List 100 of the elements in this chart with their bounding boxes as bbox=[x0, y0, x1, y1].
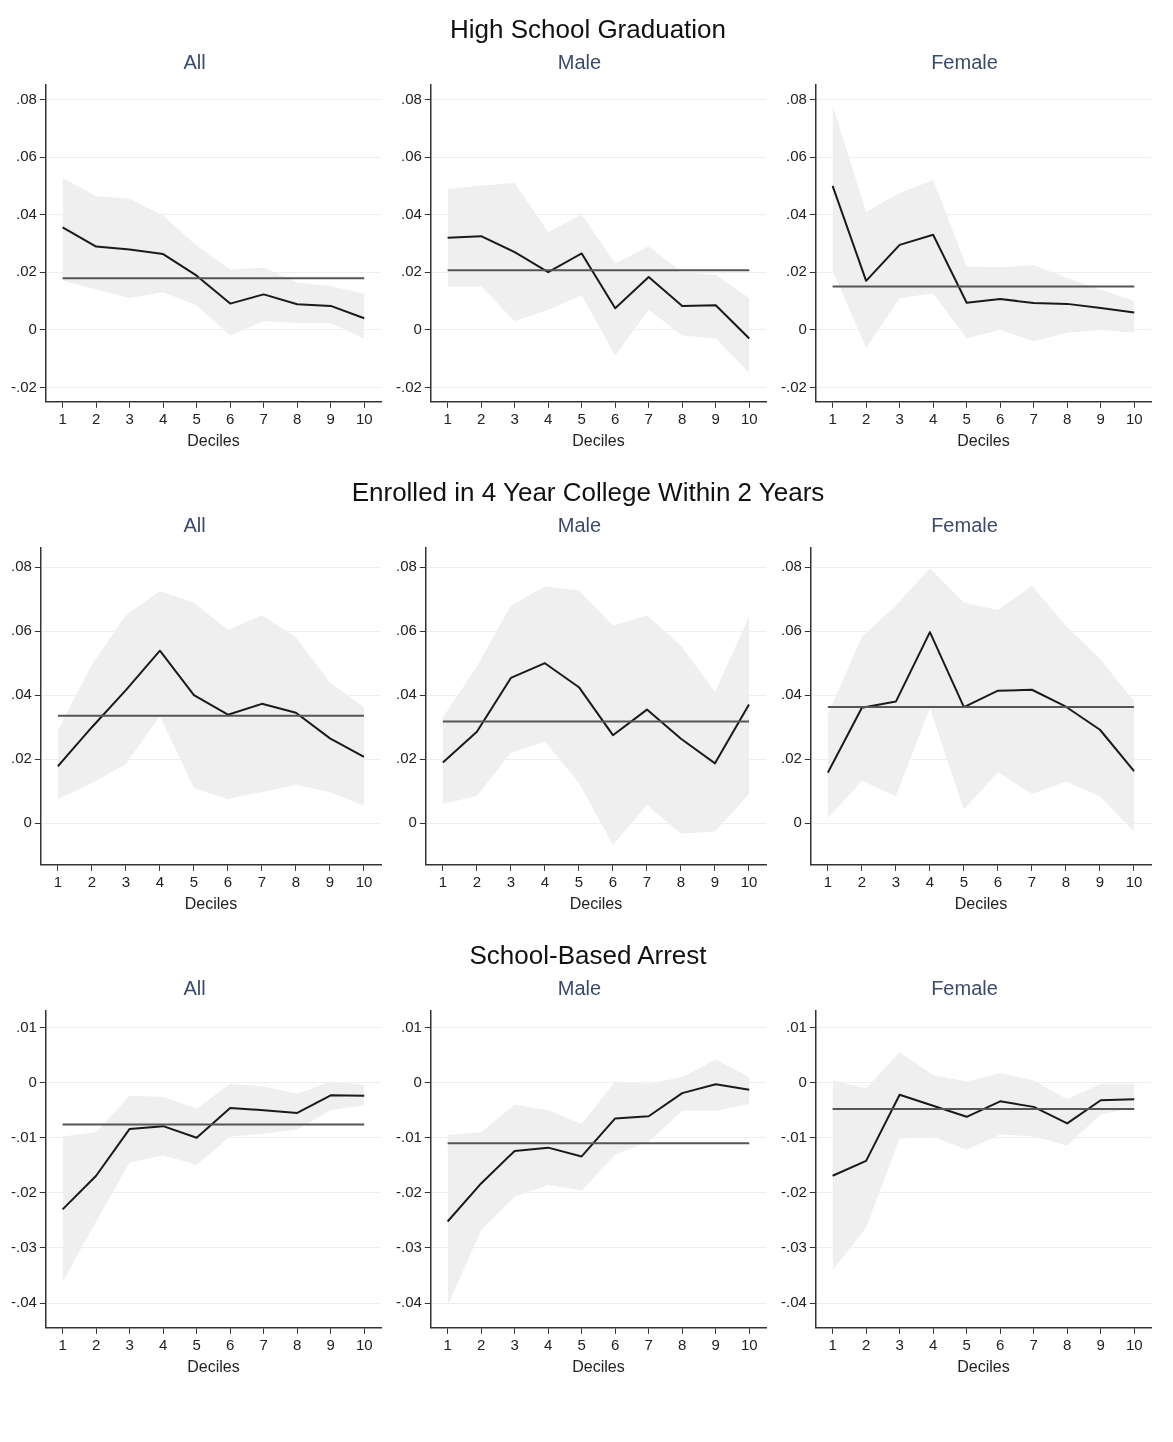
x-tick-label: 4 bbox=[158, 409, 168, 427]
x-tick-label: 5 bbox=[577, 1335, 586, 1353]
y-tick-label: 0 bbox=[413, 319, 422, 337]
y-tick-label: 0 bbox=[793, 813, 802, 831]
x-tick-label: 10 bbox=[355, 409, 373, 427]
x-tick-label: 7 bbox=[642, 872, 652, 890]
y-tick-label: .08 bbox=[10, 557, 32, 575]
x-tick-label: 1 bbox=[443, 1335, 452, 1353]
x-tick-label: 5 bbox=[962, 1335, 971, 1353]
y-tick-label: .08 bbox=[400, 89, 422, 107]
x-tick-label: 8 bbox=[293, 1335, 302, 1353]
y-tick-label: 0 bbox=[23, 813, 32, 831]
x-tick-label: 3 bbox=[895, 1335, 904, 1353]
x-tick-label: 8 bbox=[293, 409, 302, 427]
x-tick-label: 4 bbox=[543, 409, 553, 427]
x-tick-label: 4 bbox=[925, 872, 935, 890]
x-tick-label: 8 bbox=[676, 872, 686, 890]
x-tick-label: 10 bbox=[740, 409, 758, 427]
x-tick-label: 6 bbox=[996, 1335, 1005, 1353]
x-axis-title: Deciles bbox=[572, 431, 625, 449]
y-tick-label: .01 bbox=[785, 1017, 807, 1035]
y-tick-label: .01 bbox=[400, 1017, 422, 1035]
x-tick-label: 9 bbox=[711, 1335, 720, 1353]
x-tick-label: 1 bbox=[828, 409, 837, 427]
x-tick-label: 5 bbox=[577, 409, 586, 427]
x-tick-label: 9 bbox=[1095, 872, 1105, 890]
x-tick-label: 1 bbox=[58, 409, 67, 427]
y-tick-label: .08 bbox=[780, 557, 802, 575]
x-tick-label: 9 bbox=[710, 872, 720, 890]
x-tick-label: 5 bbox=[959, 872, 969, 890]
y-tick-label: -.02 bbox=[395, 1182, 422, 1200]
y-tick-label: .04 bbox=[395, 685, 417, 703]
y-tick-label: 0 bbox=[413, 1072, 422, 1090]
x-tick-label: 7 bbox=[644, 409, 653, 427]
x-tick-label: 10 bbox=[1125, 409, 1143, 427]
y-tick-label: .06 bbox=[785, 147, 807, 165]
x-tick-label: 8 bbox=[1061, 872, 1071, 890]
x-tick-label: 1 bbox=[53, 872, 63, 890]
x-tick-label: 7 bbox=[1027, 872, 1037, 890]
x-tick-label: 6 bbox=[226, 1335, 235, 1353]
y-tick-label: -.04 bbox=[10, 1293, 37, 1311]
x-tick-label: 7 bbox=[259, 1335, 268, 1353]
x-tick-label: 10 bbox=[1125, 872, 1143, 890]
x-tick-label: 3 bbox=[510, 409, 519, 427]
x-tick-label: 9 bbox=[1096, 1335, 1105, 1353]
x-axis-title: Deciles bbox=[954, 894, 1008, 912]
x-tick-label: 5 bbox=[192, 409, 201, 427]
x-tick-label: 2 bbox=[476, 1335, 486, 1353]
y-tick-label: .02 bbox=[785, 262, 807, 280]
y-tick-label: -.04 bbox=[395, 1293, 422, 1311]
x-tick-label: 7 bbox=[644, 1335, 653, 1353]
x-tick-label: 2 bbox=[87, 872, 97, 890]
y-tick-label: .06 bbox=[395, 621, 417, 639]
x-tick-label: 10 bbox=[740, 872, 758, 890]
y-tick-label: .02 bbox=[395, 749, 417, 767]
x-axis-title: Deciles bbox=[957, 1357, 1010, 1375]
y-tick-label: -.02 bbox=[10, 377, 37, 395]
x-tick-label: 1 bbox=[828, 1335, 837, 1353]
x-tick-label: 9 bbox=[711, 409, 720, 427]
x-tick-label: 9 bbox=[325, 872, 335, 890]
x-axis-title: Deciles bbox=[569, 894, 623, 912]
x-tick-label: 3 bbox=[510, 1335, 519, 1353]
y-tick-label: -.03 bbox=[10, 1238, 37, 1256]
x-tick-label: 7 bbox=[1029, 409, 1038, 427]
y-tick-label: .04 bbox=[400, 204, 422, 222]
x-tick-label: 1 bbox=[58, 1335, 67, 1353]
x-tick-label: 2 bbox=[861, 1335, 871, 1353]
x-tick-label: 6 bbox=[223, 872, 233, 890]
x-tick-label: 1 bbox=[443, 409, 452, 427]
x-tick-label: 8 bbox=[1063, 1335, 1072, 1353]
y-tick-label: 0 bbox=[408, 813, 417, 831]
y-tick-label: -.03 bbox=[780, 1238, 807, 1256]
y-tick-label: .06 bbox=[780, 621, 802, 639]
x-tick-label: 6 bbox=[996, 409, 1005, 427]
y-tick-label: 0 bbox=[798, 1072, 807, 1090]
x-tick-label: 2 bbox=[857, 872, 867, 890]
x-tick-label: 4 bbox=[540, 872, 550, 890]
y-tick-label: -.04 bbox=[780, 1293, 807, 1311]
x-tick-label: 6 bbox=[611, 409, 620, 427]
x-tick-label: 5 bbox=[574, 872, 584, 890]
y-tick-label: .02 bbox=[15, 262, 37, 280]
chart-title: All bbox=[183, 513, 206, 536]
chart-title: Male bbox=[557, 513, 602, 536]
x-tick-label: 6 bbox=[993, 872, 1003, 890]
x-tick-label: 3 bbox=[506, 872, 516, 890]
x-tick-label: 5 bbox=[192, 1335, 201, 1353]
y-tick-label: .08 bbox=[785, 89, 807, 107]
y-tick-label: .04 bbox=[780, 685, 802, 703]
x-tick-label: 2 bbox=[476, 409, 486, 427]
x-tick-label: 5 bbox=[189, 872, 199, 890]
x-tick-label: 5 bbox=[962, 409, 971, 427]
x-tick-label: 2 bbox=[472, 872, 482, 890]
x-tick-label: 2 bbox=[861, 409, 871, 427]
x-tick-label: 9 bbox=[1096, 409, 1105, 427]
x-tick-label: 4 bbox=[158, 1335, 168, 1353]
y-tick-label: -.01 bbox=[10, 1127, 37, 1145]
chart-title: Female bbox=[931, 976, 998, 999]
x-axis-title: Deciles bbox=[957, 431, 1010, 449]
y-tick-label: -.02 bbox=[395, 377, 422, 395]
x-axis-title: Deciles bbox=[187, 431, 240, 449]
